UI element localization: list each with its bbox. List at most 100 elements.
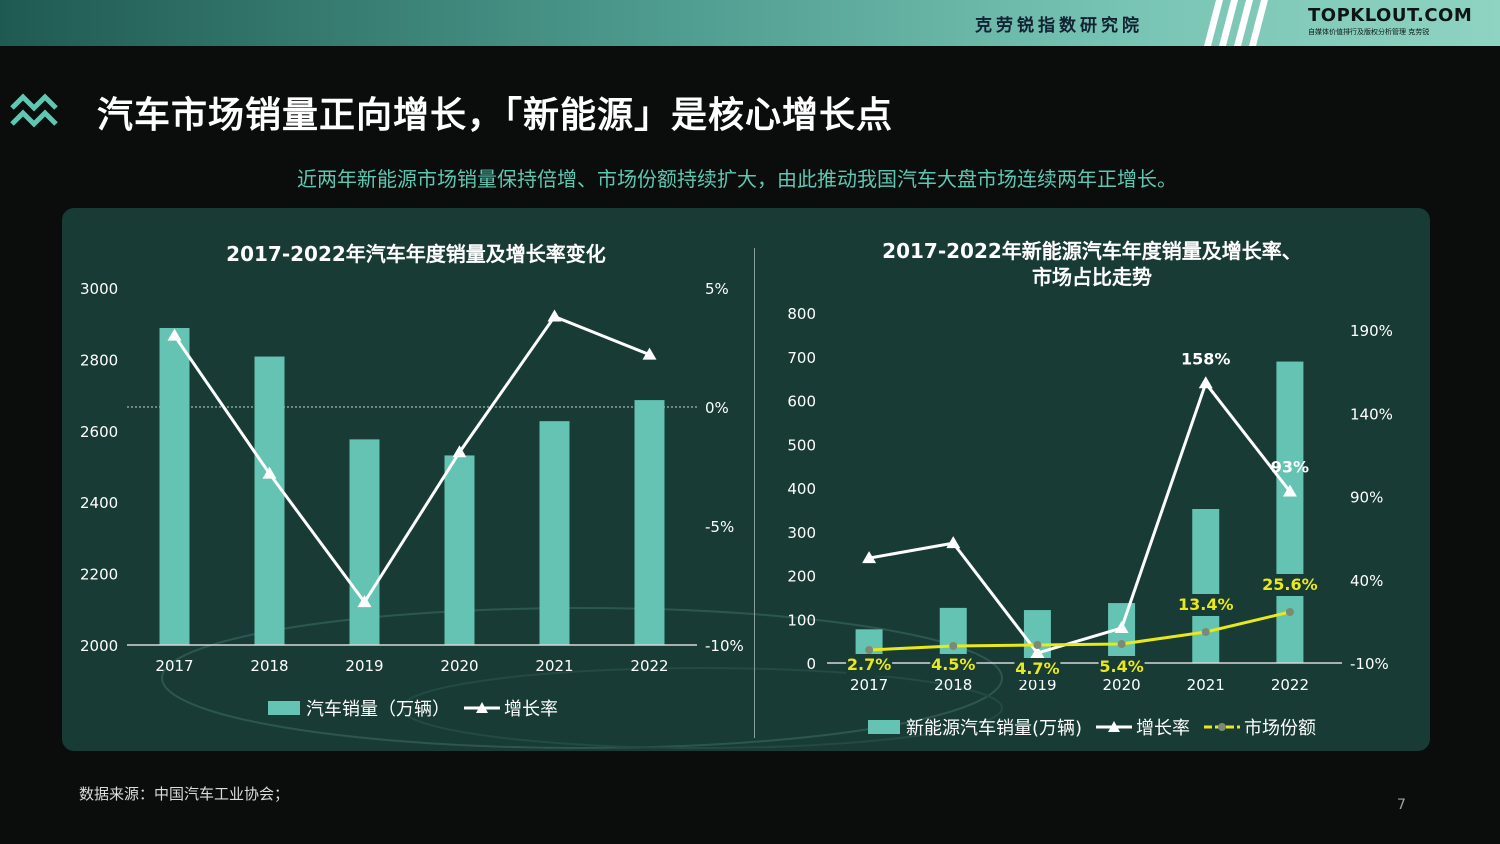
share-point-2021 [1201,628,1210,636]
y-right-tick: -5% [705,518,734,536]
legend-item-sales: 汽车销量（万辆） [268,695,450,721]
y-left-tick: 500 [787,436,816,454]
legend-swatch-line [1096,721,1133,732]
nev-growth-point-2020 [1114,621,1129,634]
stripes-decoration [1204,0,1268,46]
legend-label-sales: 汽车销量（万辆） [306,699,450,720]
chart2-title-line1: 2017-2022年新能源汽车年度销量及增长率、 [882,239,1302,263]
bar-2021 [539,421,570,645]
nev-growth-point-2017 [862,551,877,564]
y-left-tick: 200 [787,568,816,586]
share-label-2020: 5.4% [1099,657,1143,676]
share-label-bg [930,654,977,676]
chart1-legend: 汽车销量（万辆） 增长率 [268,695,572,721]
x-tick-2020: 2020 [1102,676,1140,694]
legend-item-share: 市场份额 [1204,714,1316,740]
nev-growth-point-2021 [1198,376,1213,389]
share-label-bg [1098,656,1145,678]
growth-point-2022 [642,347,657,360]
share-label-2018: 4.5% [931,655,975,674]
chart-panel: 2017-2022年汽车年度销量及增长率变化 2017-2022年新能源汽车年度… [62,208,1430,751]
share-point-2020 [1117,640,1126,648]
share-label-2019: 4.7% [1015,659,1059,678]
bar-2018 [254,356,285,645]
y-left-tick: 400 [787,480,816,498]
x-tick-2017: 2017 [155,657,193,675]
legend-item-nev-sales: 新能源汽车销量(万辆) [868,714,1082,740]
legend-label-share: 市场份额 [1244,718,1317,739]
chart1-title: 2017-2022年汽车年度销量及增长率变化 [226,242,606,266]
y-right-tick: -10% [705,637,744,655]
legend-swatch-bar [268,701,300,715]
y-left-tick: 2200 [80,566,118,584]
x-tick-2021: 2021 [1187,676,1225,694]
y-left-tick: 2000 [80,637,118,655]
page-title: 汽车市场销量正向增长，「新能源」是核心增长点 [97,95,894,136]
growth-point-2018 [262,466,277,479]
legend-swatch-line [464,702,500,713]
legend-label-growth: 增长率 [504,699,558,720]
y-left-tick: 700 [787,349,816,367]
nev-growth-point-2019 [1030,646,1045,659]
growth-point-2019 [357,595,372,608]
chart-divider [754,248,755,738]
chart1: 2000 2200 2400 2600 2800 3000 -10% -5% 0% 5% 2017 2… [80,280,744,675]
nev-growth-point-2022 [1282,484,1297,497]
x-tick-2017: 2017 [850,676,888,694]
share-label-bg [846,654,893,676]
x-tick-2022: 2022 [1271,676,1309,694]
legend-label-nev-growth: 增长率 [1136,718,1191,739]
growth-point-2020 [452,445,467,458]
growth-point-2017 [167,328,182,341]
x-tick-2019: 2019 [1018,676,1056,694]
chart2-title-line2: 市场占比走势 [1032,265,1152,289]
bar-2019 [349,439,380,645]
data-source: 数据来源：中国汽车工业协会； [79,785,290,803]
logo: TOPKLOUT.COM [1308,5,1473,26]
x-tick-2018: 2018 [934,676,972,694]
y-left-tick: 300 [787,524,816,542]
legend-item-growth: 增长率 [464,695,558,721]
brand-name: 克劳锐指数研究院 [975,16,1143,36]
x-tick-2021: 2021 [535,657,573,675]
header-bar: 克劳锐指数研究院 TOPKLOUT.COM 自媒体价值排行及版权分析管理 克劳锐 [0,0,1500,46]
share-point-2017 [865,646,874,654]
chart2-title: 2017-2022年新能源汽车年度销量及增长率、 市场占比走势 [784,238,1400,290]
y-right-tick: -10% [1350,655,1389,673]
y-right-tick: 5% [705,280,729,298]
growth-line [173,314,651,605]
page-subtitle: 近两年新能源市场销量保持倍增、市场份额持续扩大，由此推动我国汽车大盘市场连续两年… [297,167,1177,191]
share-label-bg [1178,594,1234,616]
legend-swatch-share [1204,723,1241,731]
y-left-tick: 2400 [80,494,118,512]
nev-growth-point-2018 [946,536,961,549]
growth-label-2022: 93% [1271,458,1309,477]
page-number: 7 [1397,797,1406,813]
y-right-tick: 0% [705,399,729,417]
share-point-2019 [1033,641,1042,649]
bar-2018 [939,607,967,663]
bar-2020 [444,455,475,645]
bar-2022 [634,400,665,645]
growth-point-2021 [547,309,562,322]
share-label-bg [1262,574,1318,596]
bar-2017 [159,327,190,645]
legend-label-nev-sales: 新能源汽车销量(万辆) [906,718,1083,739]
y-left-tick: 0 [806,655,816,673]
share-label-bg [1014,658,1061,680]
share-point-2022 [1285,608,1294,616]
chart2: 0 100 200 300 400 500 600 700 800 -10% 40% 90% 140% 1… [787,305,1393,694]
y-left-tick: 600 [787,393,816,411]
nev-growth-line [868,380,1292,655]
y-left-tick: 3000 [80,280,118,298]
share-point-2018 [949,642,958,650]
y-left-tick: 2600 [80,423,118,441]
x-tick-2018: 2018 [250,657,288,675]
background-decoration [161,607,1003,749]
legend-item-nev-growth: 增长率 [1096,714,1190,740]
x-tick-2022: 2022 [630,657,668,675]
share-label-2022: 25.6% [1262,575,1318,594]
x-tick-2020: 2020 [440,657,478,675]
y-left-tick: 800 [787,305,816,323]
y-left-tick: 100 [787,611,816,629]
